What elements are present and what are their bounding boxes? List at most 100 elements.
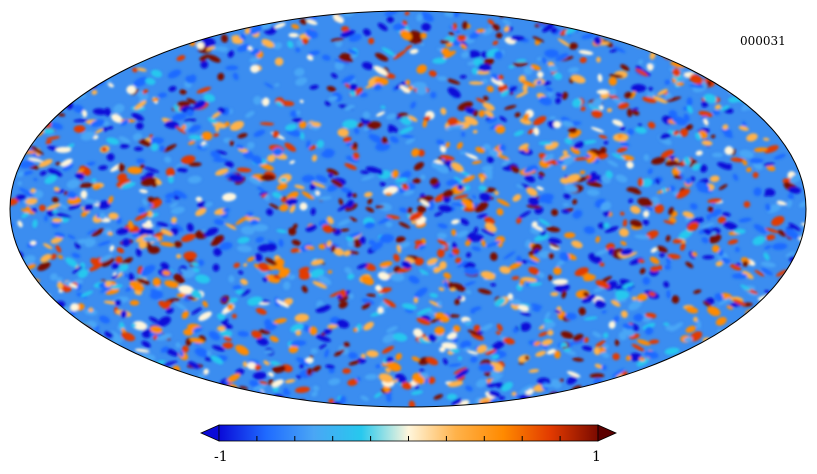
map-pixel-blob	[496, 208, 504, 216]
map-pixel-blob	[294, 68, 305, 77]
map-pixel-blob	[443, 272, 452, 279]
map-pixel-blob	[454, 298, 461, 306]
map-pixel-blob	[371, 241, 384, 251]
map-pixel-blob	[70, 303, 79, 312]
map-pixel-blob	[255, 253, 263, 262]
map-pixel-blob	[643, 154, 650, 161]
map-pixel-blob	[555, 97, 561, 104]
map-pixel-blob	[639, 268, 646, 275]
map-pixel-blob	[459, 74, 467, 79]
map-pixel-blob	[497, 154, 510, 160]
map-pixel-blob	[280, 196, 286, 203]
map-pixel-blob	[288, 32, 299, 38]
map-pixel-blob	[753, 224, 767, 234]
map-pixel-blob	[356, 376, 361, 382]
map-pixel-blob	[451, 247, 460, 255]
map-pixel-blob	[379, 233, 395, 244]
map-pixel-blob	[604, 226, 619, 233]
map-pixel-blob	[108, 83, 114, 88]
map-pixel-blob	[386, 16, 394, 23]
map-pixel-blob	[373, 65, 388, 76]
map-pixel-blob	[253, 129, 266, 138]
map-pixel-blob	[85, 334, 100, 341]
map-pixel-blob	[680, 75, 687, 82]
map-pixel-blob	[252, 371, 267, 380]
map-pixel-blob	[401, 260, 412, 269]
map-pixel-blob	[601, 364, 607, 371]
map-pixel-blob	[478, 109, 485, 118]
map-pixel-blob	[538, 171, 545, 177]
map-pixel-blob	[750, 158, 758, 164]
map-pixel-blob	[386, 113, 397, 120]
map-pixel-blob	[90, 257, 103, 268]
map-pixel-blob	[218, 46, 229, 53]
map-pixel-blob	[789, 173, 803, 184]
map-pixel-blob	[408, 115, 418, 122]
map-pixel-blob	[137, 90, 144, 98]
map-pixel-blob	[607, 159, 619, 167]
map-pixel-blob	[299, 363, 305, 369]
map-pixel-blob	[301, 11, 314, 17]
map-pixel-blob	[696, 320, 701, 329]
map-pixel-blob	[405, 137, 415, 145]
map-pixel-blob	[426, 257, 439, 265]
map-pixel-blob	[676, 188, 690, 199]
map-pixel-blob	[210, 150, 222, 160]
map-pixel-blob	[222, 192, 237, 202]
map-pixel-blob	[670, 185, 676, 192]
map-pixel-blob	[549, 116, 556, 120]
map-pixel-blob	[533, 116, 547, 126]
map-pixel-blob	[431, 162, 439, 169]
map-pixel-blob	[788, 222, 801, 232]
map-pixel-blob	[451, 202, 466, 207]
map-pixel-blob	[360, 275, 374, 286]
map-pixel-blob	[225, 223, 237, 230]
map-pixel-blob	[565, 312, 577, 321]
map-pixel-blob	[217, 72, 225, 81]
map-pixel-blob	[479, 192, 491, 202]
map-pixel-blob	[589, 102, 602, 108]
map-pixel-blob	[210, 235, 225, 246]
map-pixel-blob	[377, 22, 388, 31]
map-pixel-blob	[276, 183, 288, 191]
map-pixel-blob	[298, 271, 311, 280]
map-pixel-blob	[240, 289, 251, 297]
map-pixel-blob	[475, 379, 488, 388]
map-pixel-blob	[264, 350, 273, 354]
map-pixel-blob	[543, 153, 554, 162]
map-pixel-blob	[55, 245, 62, 253]
map-pixel-blob	[629, 352, 642, 362]
map-pixel-blob	[417, 149, 425, 157]
map-pixel-blob	[110, 284, 123, 289]
map-pixel-blob	[250, 64, 260, 73]
map-pixel-blob	[332, 14, 344, 24]
map-pixel-blob	[87, 320, 98, 329]
map-pixel-blob	[471, 160, 482, 165]
map-pixel-blob	[222, 342, 234, 349]
map-pixel-blob	[538, 218, 551, 226]
map-pixel-blob	[557, 38, 571, 47]
map-pixel-blob	[657, 88, 668, 96]
map-pixel-blob	[412, 374, 425, 385]
map-pixel-blob	[550, 27, 558, 34]
map-pixel-blob	[54, 232, 66, 238]
map-pixel-blob	[148, 203, 154, 208]
map-pixel-blob	[160, 228, 173, 237]
map-pixel-blob	[603, 140, 609, 145]
map-pixel-blob	[337, 218, 351, 227]
map-pixel-blob	[191, 289, 203, 299]
map-pixel-blob	[615, 174, 628, 183]
map-pixel-blob	[528, 250, 535, 256]
map-pixel-blob	[617, 102, 630, 110]
map-pixel-blob	[718, 184, 728, 191]
map-pixel-blob	[311, 365, 322, 373]
map-pixel-blob	[680, 242, 686, 251]
map-pixel-blob	[101, 257, 115, 267]
map-pixel-blob	[150, 143, 159, 152]
map-pixel-blob	[414, 239, 424, 246]
map-pixel-blob	[629, 91, 636, 99]
map-pixel-blob	[448, 363, 462, 367]
map-pixel-blob	[593, 347, 601, 356]
map-pixel-blob	[564, 184, 578, 193]
map-pixel-blob	[622, 323, 634, 330]
